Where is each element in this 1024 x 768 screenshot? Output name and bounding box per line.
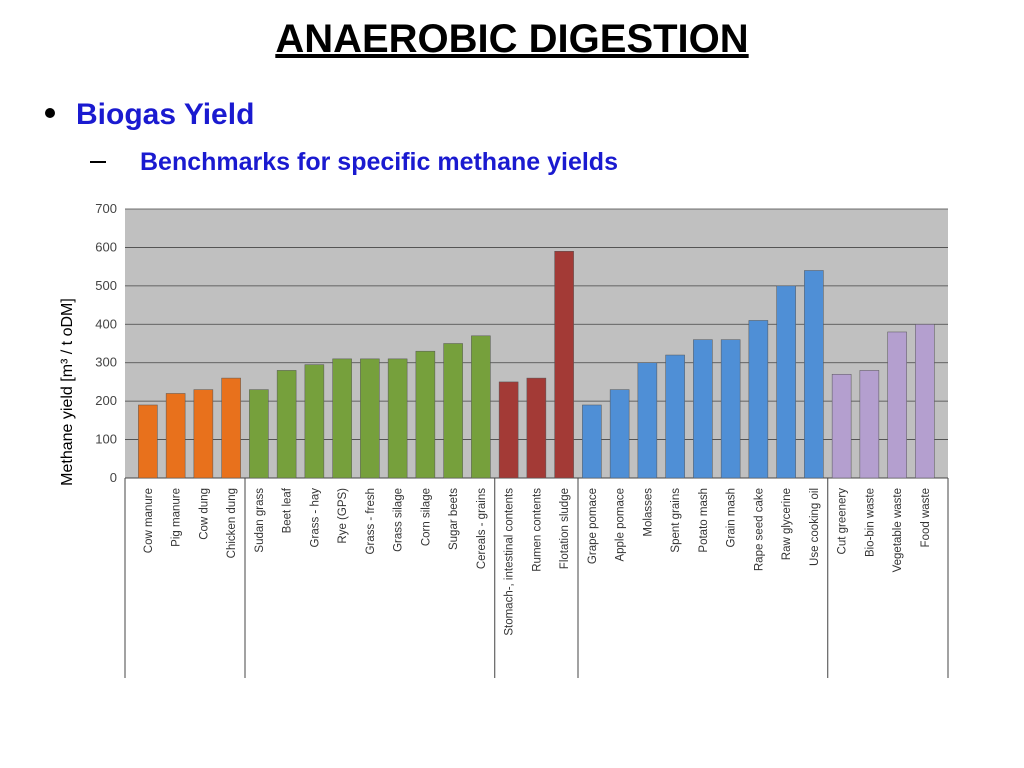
bar (415, 350, 436, 479)
x-tick-label: Spent grains (670, 488, 682, 553)
x-tick-label: Flotation sludge (559, 488, 571, 569)
bar (609, 389, 630, 479)
x-tick-label: Grass silage (393, 488, 405, 552)
x-tick-label: Rumen contents (531, 488, 543, 572)
x-tick-label: Grass - fresh (365, 488, 377, 554)
bar (387, 358, 408, 479)
bullet-dot (45, 108, 55, 118)
bar (360, 358, 380, 479)
bar (776, 285, 796, 479)
bar (748, 320, 769, 479)
x-tick-label: Grain mash (726, 488, 738, 547)
bar (526, 377, 547, 479)
x-tick-label: Bio-bin waste (864, 488, 876, 557)
bar (443, 343, 463, 479)
y-tick-label: 100 (95, 432, 117, 447)
bar (887, 331, 907, 479)
bar (138, 404, 158, 479)
x-tick-label: Beet leaf (282, 487, 294, 533)
y-tick-label: 200 (95, 393, 117, 408)
y-tick-label: 600 (95, 239, 117, 254)
x-tick-label: Cereals - grains (476, 488, 488, 569)
y-tick-label: 500 (95, 278, 117, 293)
x-tick-label: Use cooking oil (809, 488, 821, 566)
x-tick-label: Raw glycerine (781, 488, 793, 560)
slide-title: ANAEROBIC DIGESTION (275, 17, 748, 61)
y-tick-label: 400 (95, 316, 117, 331)
x-tick-label: Cow dung (198, 488, 210, 540)
bar (193, 389, 214, 479)
bar (221, 377, 241, 479)
x-tick-label: Cut greenery (837, 488, 849, 555)
x-tick-label: Vegetable waste (892, 488, 904, 572)
x-tick-label: Apple pomace (615, 488, 627, 562)
y-tick-label: 700 (95, 201, 117, 216)
x-tick-label: Corn silage (420, 488, 432, 546)
x-tick-label: Pig manure (171, 488, 183, 547)
bar (554, 251, 574, 479)
y-tick-label: 300 (95, 355, 117, 370)
bar (831, 373, 852, 479)
bar (498, 381, 519, 479)
bar (582, 404, 602, 479)
x-tick-label: Rye (GPS) (337, 488, 349, 544)
x-tick-label: Grass - hay (309, 488, 321, 548)
bar (720, 339, 741, 479)
bar (859, 370, 880, 479)
bar (804, 270, 824, 479)
x-tick-label: Chicken dung (226, 488, 238, 558)
bar (165, 393, 186, 479)
bar (915, 324, 935, 479)
subbullet-text: Benchmarks for specific methane yields (140, 148, 618, 176)
bar (249, 389, 269, 479)
bar (276, 370, 297, 479)
x-tick-label: Stomach-, intestinal contents (504, 488, 516, 636)
bar (471, 335, 491, 479)
y-axis-label: Methane yield [m³ / t oDM] (59, 298, 76, 486)
x-tick-label: Sugar beets (448, 488, 460, 550)
bar (332, 358, 352, 479)
x-tick-label: Grape pomace (587, 488, 599, 564)
y-tick-label: 0 (110, 470, 117, 485)
bar (665, 354, 685, 479)
x-tick-label: Potato mash (698, 488, 710, 553)
bar (304, 364, 325, 479)
x-tick-label: Molasses (642, 488, 654, 537)
x-tick-label: Sudan grass (254, 488, 266, 553)
bar (693, 339, 713, 479)
bar (637, 362, 658, 479)
x-tick-label: Rape seed cake (753, 488, 765, 571)
x-tick-label: Cow manure (143, 488, 155, 553)
x-tick-label: Food waste (920, 488, 932, 547)
bullet-text: Biogas Yield (76, 98, 254, 131)
